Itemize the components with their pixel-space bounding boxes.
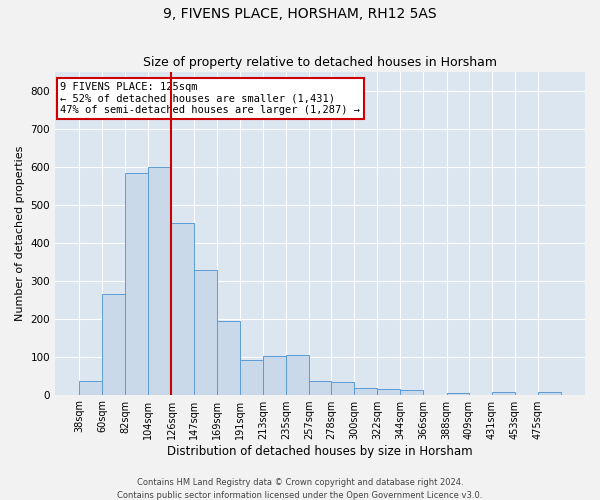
Bar	[125, 172, 148, 394]
Title: Size of property relative to detached houses in Horsham: Size of property relative to detached ho…	[143, 56, 497, 70]
Bar	[309, 382, 331, 394]
X-axis label: Distribution of detached houses by size in Horsham: Distribution of detached houses by size …	[167, 444, 473, 458]
Bar	[263, 356, 286, 395]
Y-axis label: Number of detached properties: Number of detached properties	[15, 146, 25, 321]
Bar	[491, 392, 515, 394]
Bar	[400, 390, 424, 394]
Bar	[148, 167, 172, 394]
Bar	[194, 270, 217, 394]
Bar	[217, 320, 240, 394]
Bar	[331, 382, 354, 394]
Bar	[286, 354, 309, 395]
Text: 9 FIVENS PLACE: 125sqm
← 52% of detached houses are smaller (1,431)
47% of semi-: 9 FIVENS PLACE: 125sqm ← 52% of detached…	[61, 82, 361, 115]
Bar	[446, 392, 469, 394]
Bar	[102, 294, 125, 394]
Text: 9, FIVENS PLACE, HORSHAM, RH12 5AS: 9, FIVENS PLACE, HORSHAM, RH12 5AS	[163, 8, 437, 22]
Bar	[377, 388, 400, 394]
Bar	[240, 360, 263, 394]
Bar	[79, 382, 102, 394]
Bar	[354, 388, 377, 394]
Text: Contains HM Land Registry data © Crown copyright and database right 2024.
Contai: Contains HM Land Registry data © Crown c…	[118, 478, 482, 500]
Bar	[538, 392, 561, 394]
Bar	[172, 222, 194, 394]
